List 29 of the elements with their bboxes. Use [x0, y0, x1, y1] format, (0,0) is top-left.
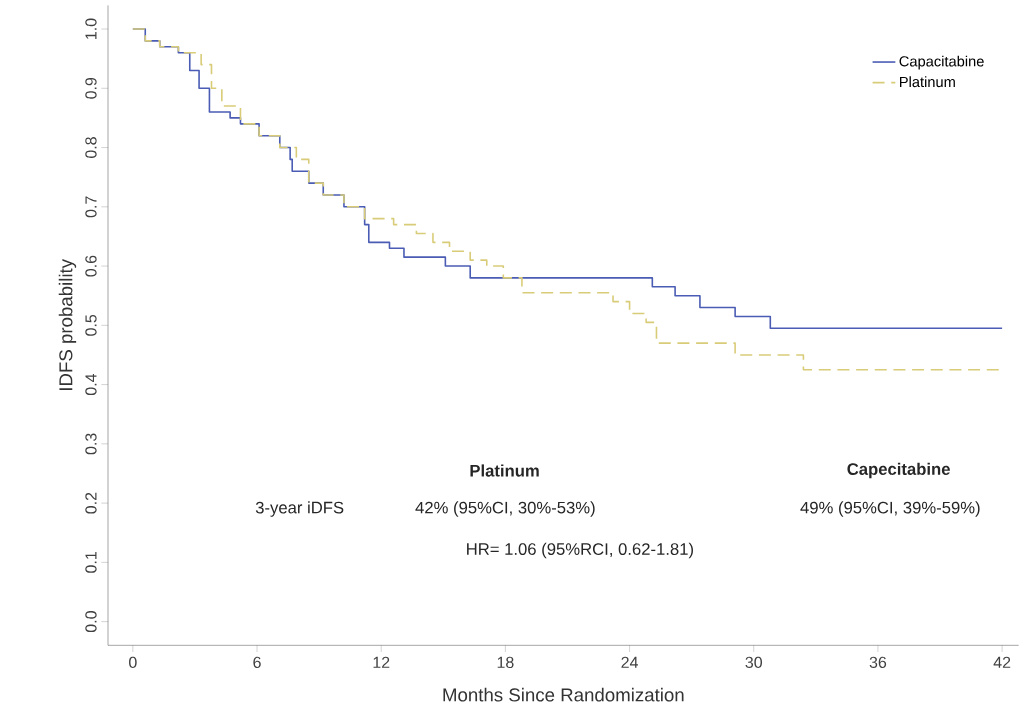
y-tick-label: 1.0 [85, 18, 97, 39]
annotation: 49% (95%CI, 39%-59%) [800, 501, 980, 517]
y-tick-label: 0.6 [85, 255, 97, 277]
annotation: HR= 1.06 (95%RCI, 0.62-1.81) [467, 542, 693, 559]
x-tick-label: 18 [497, 656, 514, 669]
x-tick-label: 0 [129, 656, 137, 669]
y-tick-label: 0.1 [85, 552, 97, 573]
x-tick-label: 42 [993, 656, 1011, 668]
y-tick-label: 0.8 [85, 137, 97, 159]
y-tick-label: 0.7 [85, 196, 97, 218]
y-tick-label: 0.4 [85, 373, 97, 396]
x-axis-title: Months Since Randomization [443, 687, 684, 702]
x-tick-label: 30 [745, 656, 763, 669]
x-tick-label: 6 [253, 656, 261, 669]
y-tick-label: 0.9 [85, 77, 97, 99]
y-tick-label: 0.0 [85, 611, 97, 633]
x-tick-label: 12 [373, 656, 390, 668]
annotation: Capecitabine [847, 462, 950, 479]
y-tick-label: 0.3 [85, 433, 97, 455]
y-axis-title: IDFS probability [58, 258, 77, 390]
legend-label: Capacitabine [899, 55, 984, 70]
y-tick-label: 0.2 [85, 492, 97, 514]
x-tick-label: 24 [621, 656, 638, 668]
y-tick-label: 0.5 [85, 314, 97, 336]
x-tick-label: 36 [869, 656, 887, 669]
annotation: Platinum [470, 464, 539, 477]
annotation: 42% (95%CI, 30%-53%) [415, 501, 595, 517]
legend-label: Platinum [900, 76, 955, 88]
annotation: 3-year iDFS [255, 501, 344, 517]
